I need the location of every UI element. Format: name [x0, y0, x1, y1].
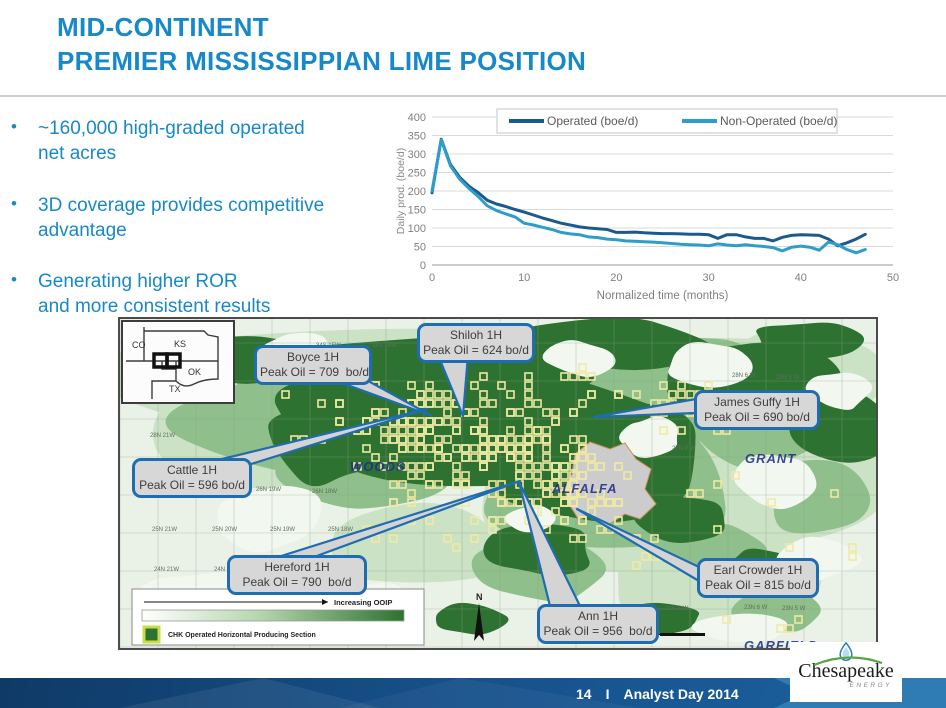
grid-ref-label: 28N 5 W [776, 375, 800, 381]
svg-text:50: 50 [414, 242, 426, 254]
county-label: GRANT [745, 451, 796, 466]
footer-bar [0, 678, 806, 708]
callout-peak-oil: Peak Oil = 596 bo/d [139, 478, 245, 492]
svg-text:0: 0 [420, 260, 426, 272]
county-label: ALFALFA [551, 481, 618, 496]
county-label: GARFIELD [744, 638, 818, 648]
north-arrow-icon [474, 603, 484, 641]
callout-peak-oil: Peak Oil = 790 bo/d [242, 575, 352, 589]
grid-ref-label: 26N 19W [256, 487, 281, 493]
header-divider [0, 95, 946, 97]
svg-text:50: 50 [887, 272, 899, 284]
inset-state-label: KS [174, 339, 186, 349]
svg-text:100: 100 [408, 223, 426, 235]
svg-text:200: 200 [408, 186, 426, 198]
svg-text:Normalized time (months): Normalized time (months) [597, 290, 729, 302]
grid-ref-label: 25N 19W [270, 527, 295, 533]
footer-text: 14 I Analyst Day 2014 [576, 686, 739, 702]
svg-text:40: 40 [795, 272, 807, 284]
grid-ref-label: 24N 21W [154, 567, 179, 573]
grid-ref-label: 23N 5 W [782, 606, 806, 612]
brand-name: Chesapeake [798, 656, 894, 683]
map-legend: Increasing OOIP CHK Operated Horizontal P… [131, 588, 425, 646]
map-callout-cattle-1h: Cattle 1H Peak Oil = 596 bo/d [132, 458, 252, 498]
bullet-3d-coverage: 3D coverage provides competitive advanta… [8, 193, 393, 244]
callout-well-name: Earl Crowder 1H [713, 563, 803, 577]
inset-state-label: TX [169, 384, 181, 394]
callout-well-name: Cattle 1H [166, 463, 218, 477]
grid-ref-label: 25N 18W [328, 527, 353, 533]
chesapeake-logo: Chesapeake ENERGY [790, 642, 902, 702]
north-arrow-label: N [476, 592, 483, 602]
grid-ref-label: 24N 20W [214, 567, 239, 573]
callout-peak-oil: Peak Oil = 956 bo/d [543, 624, 653, 638]
legend-swatch-label: CHK Operated Horizontal Producing Sectio… [168, 632, 316, 639]
svg-text:350: 350 [408, 131, 426, 143]
position-map: 34S 15W34S 14W29N 21W29N 20W28N 21W27N 2… [118, 317, 878, 650]
bullet-ror: Generating higher ROR and more consisten… [8, 269, 393, 320]
grid-ref-label: 28N 6 W [732, 373, 756, 379]
svg-text:0: 0 [429, 272, 435, 284]
chesapeake-droplet-icon [839, 642, 853, 662]
map-callout-james-guffy-1h: James Guffy 1H Peak Oil = 690 bo/d [694, 390, 820, 430]
map-callout-shiloh-1h: Shiloh 1H Peak Oil = 624 bo/d [417, 323, 535, 363]
brand-subtitle: ENERGY [849, 682, 892, 689]
svg-text:150: 150 [408, 205, 426, 217]
grid-ref-label: 34S 14W [372, 343, 397, 349]
page-number: 14 [576, 686, 592, 702]
callout-well-name: James Guffy 1H [714, 395, 800, 409]
svg-text:Operated (boe/d): Operated (boe/d) [547, 114, 638, 128]
svg-text:250: 250 [408, 168, 426, 180]
grid-ref-label: 26N 18W [312, 489, 337, 495]
county-label: WOODS [350, 459, 406, 474]
callout-well-name: Hereford 1H [264, 560, 330, 574]
svg-text:Non-Operated (boe/d): Non-Operated (boe/d) [720, 114, 837, 128]
footer-separator: I [605, 686, 610, 702]
inset-state-map: CO KS OK TX [121, 320, 235, 404]
callout-peak-oil: Peak Oil = 624 bo/d [423, 343, 529, 357]
footer-facet [120, 678, 380, 708]
inset-state-label: CO [132, 340, 146, 350]
svg-text:30: 30 [702, 272, 714, 284]
svg-text:300: 300 [408, 149, 426, 161]
grid-ref-label: 25N 20W [212, 527, 237, 533]
grid-ref-label: 23N 8 W [665, 606, 689, 612]
svg-text:400: 400 [408, 112, 426, 124]
callout-peak-oil: Peak Oil = 709 bo/d [260, 365, 370, 379]
map-callout-ann-1h: Ann 1H Peak Oil = 956 bo/d [537, 604, 659, 644]
page-title: MID-CONTINENT PREMIER MISSISSIPPIAN LIME… [57, 10, 586, 79]
bullet-acres: ~160,000 high-graded operated net acres [8, 116, 393, 167]
grid-ref-label: 25N 21W [152, 527, 177, 533]
bullet-list: ~160,000 high-graded operated net acres … [8, 116, 393, 346]
svg-text:Daily prod. (boe/d): Daily prod. (boe/d) [395, 148, 407, 234]
svg-text:20: 20 [610, 272, 622, 284]
title-line-1: MID-CONTINENT [57, 12, 269, 42]
callout-peak-oil: Peak Oil = 690 bo/d [704, 410, 810, 424]
footer-label: Analyst Day 2014 [623, 686, 739, 702]
callout-well-name: Ann 1H [577, 609, 619, 623]
map-callout-boyce-1h: Boyce 1H Peak Oil = 709 bo/d [254, 345, 372, 385]
svg-text:10: 10 [518, 272, 530, 284]
grid-ref-label: 27N 8 W [672, 446, 696, 452]
map-callout-earl-crowder-1h: Earl Crowder 1H Peak Oil = 815 bo/d [697, 558, 819, 598]
production-decline-chart: 0 50 100 150 200 250 300 350 400 0 10 20 30 40 50 Norma… [394, 100, 946, 306]
grid-ref-label: 28N 21W [150, 433, 175, 439]
title-line-2: PREMIER MISSISSIPPIAN LIME POSITION [57, 46, 587, 77]
legend-gradient-label: Increasing OOIP [334, 598, 392, 607]
grid-ref-label: 23N 6 W [744, 605, 768, 611]
callout-well-name: Shiloh 1H [449, 328, 503, 342]
map-callout-hereford-1h: Hereford 1H Peak Oil = 790 bo/d [227, 555, 367, 595]
callout-peak-oil: Peak Oil = 815 bo/d [705, 578, 811, 592]
callout-well-name: Boyce 1H [286, 350, 340, 364]
brand-swoosh-icon [813, 656, 883, 667]
inset-state-label: OK [188, 367, 201, 377]
